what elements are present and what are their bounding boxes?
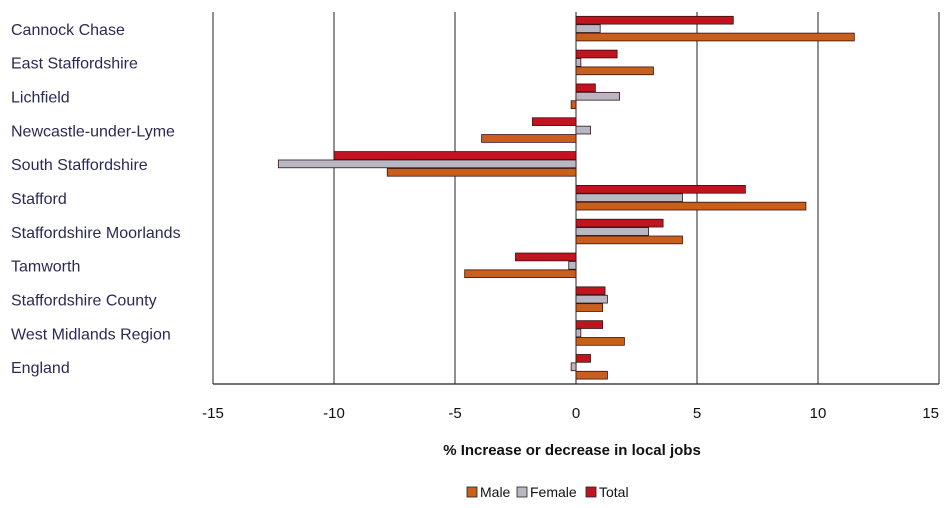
x-tick-label-6: 15 (922, 405, 939, 422)
bar-total-1 (575, 49, 618, 59)
legend-swatch-female (516, 486, 528, 498)
bar-male-9 (575, 337, 625, 346)
category-label-0: Cannock Chase (11, 22, 125, 39)
bar-female-4 (277, 159, 577, 169)
bar-male-4 (386, 167, 577, 177)
category-label-8: Staffordshire County (11, 292, 157, 309)
bars (277, 15, 855, 380)
x-tick-label-0: -15 (202, 405, 224, 422)
bar-total-4 (333, 151, 577, 160)
bar-male-2 (570, 100, 577, 109)
category-label-4: South Staffordshire (11, 157, 148, 174)
bar-male-6 (575, 235, 683, 245)
legend-label-total: Total (599, 484, 629, 500)
x-axis-title: % Increase or decrease in local jobs (443, 442, 701, 459)
bar-female-6 (575, 227, 649, 236)
bar-male-8 (575, 303, 604, 312)
bar-male-0 (575, 32, 855, 42)
bar-total-6 (575, 218, 664, 228)
x-tick-label-3: 0 (572, 405, 580, 422)
category-label-3: Newcastle-under-Lyme (11, 123, 175, 140)
bar-total-5 (575, 184, 746, 194)
legend-swatch-male (466, 486, 478, 498)
bar-female-10 (570, 362, 577, 372)
bar-total-10 (575, 354, 591, 363)
legend: Male Female Total (466, 484, 629, 500)
bar-female-7 (568, 261, 577, 270)
bar-female-5 (575, 193, 683, 203)
category-label-9: West Midlands Region (11, 326, 171, 343)
bar-total-7 (515, 252, 577, 262)
legend-swatch-total (585, 486, 597, 498)
legend-label-male: Male (480, 484, 511, 500)
legend-label-female: Female (530, 484, 577, 500)
bar-male-10 (575, 370, 608, 380)
category-label-7: Tamworth (11, 259, 80, 276)
bar-female-8 (575, 294, 608, 304)
bar-male-7 (464, 269, 577, 279)
bar-male-1 (575, 66, 654, 76)
x-tick-label-4: 5 (693, 405, 701, 422)
bar-male-3 (481, 134, 577, 143)
bar-female-9 (575, 328, 582, 338)
x-tick-label-2: -5 (448, 405, 461, 422)
bar-total-9 (575, 320, 604, 329)
category-label-10: England (11, 360, 70, 377)
category-label-6: Staffordshire Moorlands (11, 225, 181, 242)
x-tick-labels: -15 -10 -5 0 5 10 15 (202, 405, 939, 422)
bar-total-3 (532, 117, 577, 126)
category-label-1: East Staffordshire (11, 56, 138, 73)
bar-female-2 (575, 91, 620, 101)
category-labels: Cannock Chase East Staffordshire Lichfield… (11, 22, 181, 377)
bar-female-1 (575, 58, 582, 67)
bar-total-2 (575, 83, 596, 93)
bar-male-5 (575, 201, 807, 211)
category-label-2: Lichfield (11, 90, 70, 107)
category-label-5: Stafford (11, 191, 67, 208)
bar-female-3 (575, 125, 591, 135)
x-tick-label-1: -10 (323, 405, 345, 422)
bar-total-8 (575, 286, 606, 296)
x-tick-label-5: 10 (810, 405, 827, 422)
bar-total-0 (575, 15, 734, 25)
bar-female-0 (575, 24, 601, 33)
